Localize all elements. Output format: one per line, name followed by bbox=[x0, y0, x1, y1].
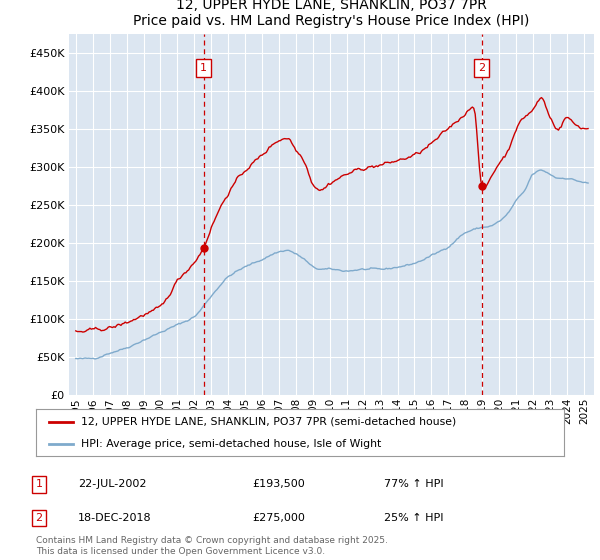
Title: 12, UPPER HYDE LANE, SHANKLIN, PO37 7PR
Price paid vs. HM Land Registry's House : 12, UPPER HYDE LANE, SHANKLIN, PO37 7PR … bbox=[133, 0, 530, 28]
Text: 22-JUL-2002: 22-JUL-2002 bbox=[78, 479, 146, 489]
Text: £275,000: £275,000 bbox=[252, 513, 305, 523]
Text: 1: 1 bbox=[200, 63, 207, 73]
Text: 2: 2 bbox=[478, 63, 485, 73]
Text: HPI: Average price, semi-detached house, Isle of Wight: HPI: Average price, semi-detached house,… bbox=[81, 438, 381, 449]
Text: 25% ↑ HPI: 25% ↑ HPI bbox=[384, 513, 443, 523]
Text: 77% ↑ HPI: 77% ↑ HPI bbox=[384, 479, 443, 489]
Text: Contains HM Land Registry data © Crown copyright and database right 2025.
This d: Contains HM Land Registry data © Crown c… bbox=[36, 536, 388, 556]
Text: 1: 1 bbox=[35, 479, 43, 489]
Text: 18-DEC-2018: 18-DEC-2018 bbox=[78, 513, 152, 523]
Text: 2: 2 bbox=[35, 513, 43, 523]
Text: 12, UPPER HYDE LANE, SHANKLIN, PO37 7PR (semi-detached house): 12, UPPER HYDE LANE, SHANKLIN, PO37 7PR … bbox=[81, 417, 456, 427]
Text: £193,500: £193,500 bbox=[252, 479, 305, 489]
